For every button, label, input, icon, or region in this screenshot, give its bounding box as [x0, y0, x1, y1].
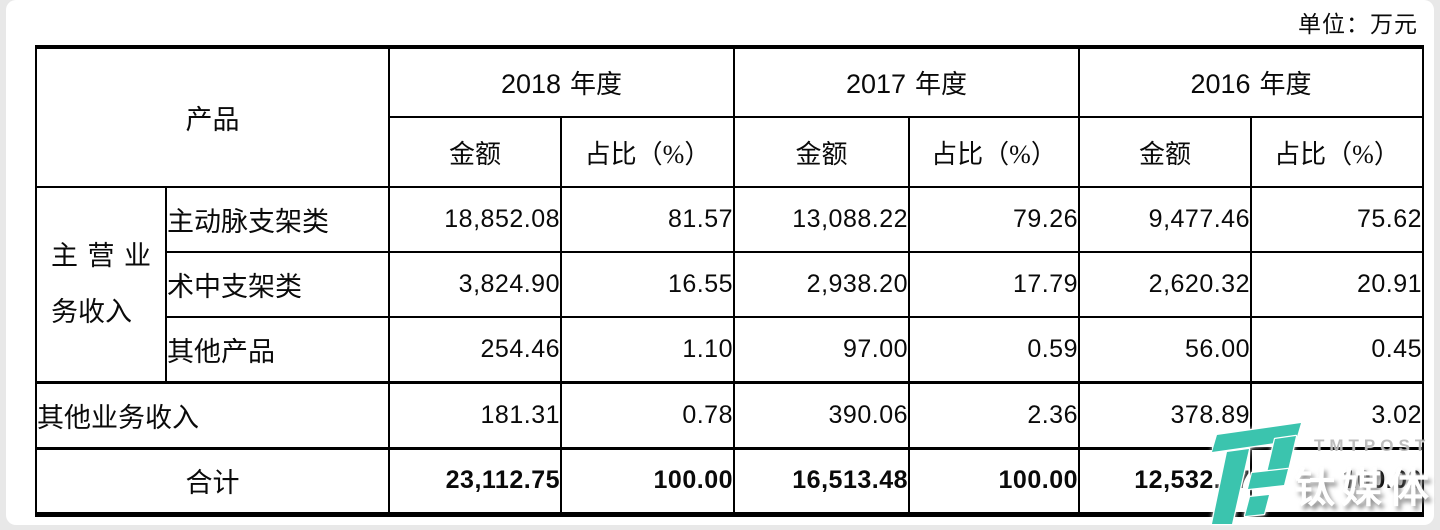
cell-2016-amount: 56.00	[1078, 316, 1252, 383]
year-2016-number: 2016	[1190, 69, 1251, 99]
cell-2017-ratio: 17.79	[908, 251, 1080, 318]
year-2018-header-cell: 2018 年度	[388, 45, 735, 118]
header-row-years: 产品 2018 年度 2017 年度 2016 年度	[35, 45, 1424, 188]
table-row-total: 合计 23,112.75 100.00 16,513.48 100.00 12,…	[35, 446, 1424, 517]
cell-2018-amount: 3,824.90	[388, 251, 562, 318]
unit-label: 单位：万元	[1298, 12, 1418, 37]
year-2017-suffix: 年度	[915, 70, 968, 99]
cell-2017-ratio: 2.36	[908, 380, 1080, 449]
year-2016-header-cell: 2016 年度	[1078, 45, 1424, 118]
table-row-other-business-income: 其他业务收入 181.31 0.78 390.06 2.36 378.89 3.…	[35, 380, 1424, 449]
cell-2018-amount: 181.31	[388, 380, 562, 449]
cell-2016-amount: 9,477.46	[1078, 186, 1252, 253]
revenue-by-product-table: 产品 2018 年度 2017 年度 2016 年度 金额 占比（%） 金额 占比（%…	[35, 45, 1424, 517]
year-2018-number: 2018	[500, 69, 562, 99]
header-row-metrics: 金额 占比（%） 金额 占比（%） 金额 占比（%）	[36, 116, 1424, 188]
cell-2017-amount: 13,088.22	[733, 186, 910, 253]
cell-2017-amount: 16,513.48	[733, 446, 910, 517]
ratio-header-2018: 占比（%）	[560, 116, 735, 188]
year-2017-header-cell: 2017 年度	[733, 45, 1080, 118]
cell-2016-amount: 12,532.67	[1078, 446, 1252, 517]
cell-2017-amount: 97.00	[733, 316, 910, 383]
product-cell: 术中支架类	[165, 251, 390, 318]
cell-2016-ratio: 0.45	[1250, 316, 1424, 383]
cell-2018-ratio: 0.78	[560, 380, 735, 449]
table-row-other-products: 其他产品 254.46 1.10 97.00 0.59 56.00 0.45	[36, 316, 1424, 383]
year-2017-number: 2017	[845, 69, 907, 99]
cell-2017-amount: 390.06	[733, 380, 910, 449]
cell-2017-ratio: 100.00	[908, 446, 1080, 517]
row-label-other-business: 其他业务收入	[35, 380, 390, 449]
amount-header-2018: 金额	[388, 116, 562, 188]
product-cell: 主动脉支架类	[165, 186, 390, 253]
cell-2016-amount: 378.89	[1078, 380, 1252, 449]
amount-header-2017: 金额	[733, 116, 910, 188]
cell-2016-ratio: 100.00	[1250, 446, 1424, 517]
product-header-cell: 产品	[35, 45, 390, 188]
year-2018-suffix: 年度	[570, 70, 623, 99]
cell-2016-ratio: 3.02	[1250, 380, 1424, 449]
table-row-aortic-stents: 主营业务收入 主动脉支架类 18,852.08 81.57 13,088.22 …	[35, 186, 1424, 383]
cell-2016-amount: 2,620.32	[1078, 251, 1252, 318]
cell-2017-ratio: 79.26	[908, 186, 1080, 253]
cell-2018-ratio: 16.55	[560, 251, 735, 318]
cell-2018-amount: 254.46	[388, 316, 562, 383]
cell-2016-ratio: 75.62	[1250, 186, 1424, 253]
group-label: 主营业务收入	[51, 241, 151, 328]
cell-2017-ratio: 0.59	[908, 316, 1080, 383]
ratio-header-2016: 占比（%）	[1250, 116, 1424, 188]
cell-2018-ratio: 1.10	[560, 316, 735, 383]
cell-2016-ratio: 20.91	[1250, 251, 1424, 318]
year-2016-suffix: 年度	[1259, 70, 1312, 99]
cell-2018-amount: 18,852.08	[388, 186, 562, 253]
amount-header-2016: 金额	[1078, 116, 1252, 188]
cell-2018-ratio: 81.57	[560, 186, 735, 253]
cell-2017-amount: 2,938.20	[733, 251, 910, 318]
product-cell: 其他产品	[165, 316, 390, 383]
row-label-total: 合计	[35, 446, 390, 517]
group-cell-main-business: 主营业务收入	[35, 186, 167, 383]
cell-2018-ratio: 100.00	[560, 446, 735, 517]
table-row-intraoperative-stents: 术中支架类 3,824.90 16.55 2,938.20 17.79 2,62…	[36, 251, 1424, 318]
ratio-header-2017: 占比（%）	[908, 116, 1080, 188]
document-page: 单位：万元 产品 2018 年度 2017 年度 2016 年度 金额 占比（%） 金…	[6, 0, 1434, 525]
cell-2018-amount: 23,112.75	[388, 446, 562, 517]
